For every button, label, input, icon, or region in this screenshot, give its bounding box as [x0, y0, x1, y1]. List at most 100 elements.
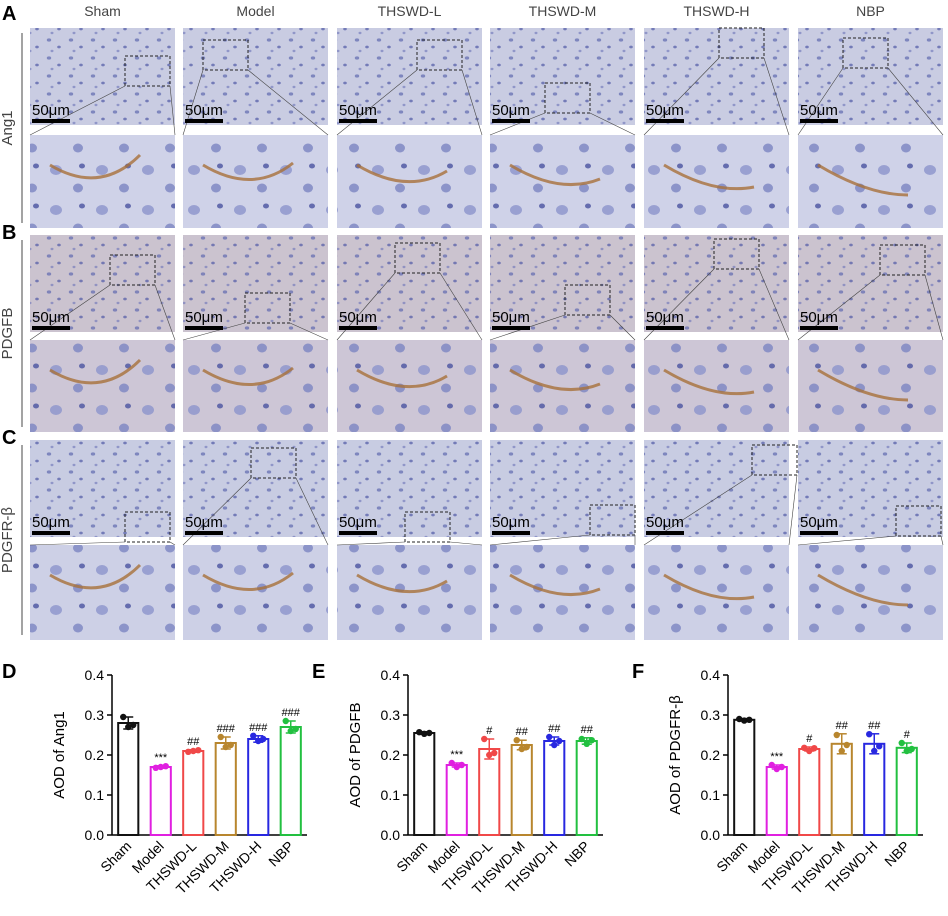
y-tick-label: 0.0	[85, 827, 105, 843]
x-tick-label: Sham	[713, 838, 750, 875]
data-point	[190, 747, 197, 755]
scale-label: 50μm	[185, 514, 223, 531]
panel-letter: C	[2, 427, 16, 449]
vessel	[49, 153, 142, 180]
data-point	[806, 747, 813, 755]
micrograph-texture	[644, 28, 789, 125]
data-point	[120, 713, 127, 721]
zoom-line	[788, 474, 798, 546]
zoom-line	[887, 67, 944, 136]
zoom-texture	[30, 340, 175, 432]
significance-label: ***	[450, 749, 464, 761]
zoom-line	[609, 314, 636, 341]
zoom-line	[154, 284, 176, 341]
zoom-box	[124, 55, 171, 87]
data-point	[491, 749, 498, 757]
scale-label: 50μm	[492, 102, 530, 119]
vessel	[356, 163, 448, 184]
bar	[182, 750, 205, 836]
zoom-line	[797, 535, 897, 546]
zoom-box	[202, 39, 249, 71]
zoom-texture	[490, 135, 635, 228]
bar	[863, 742, 886, 836]
data-point	[486, 751, 493, 759]
micrograph-texture	[798, 440, 943, 537]
data-point	[588, 737, 595, 744]
scale-label: 50μm	[32, 309, 70, 326]
micrograph-texture	[490, 28, 635, 125]
significance-label: ##	[868, 720, 881, 732]
vessel	[509, 163, 601, 186]
scale-label: 50μm	[800, 102, 838, 119]
y-tick-label: 0.1	[85, 787, 105, 803]
zoom-box	[589, 504, 636, 536]
zoom-texture	[183, 340, 328, 432]
column-header: Model	[236, 3, 274, 19]
y-tick-label: 0.3	[701, 707, 721, 723]
zoom-box	[244, 292, 291, 324]
data-point	[898, 739, 905, 747]
micrograph-texture	[337, 28, 482, 125]
data-point	[157, 763, 164, 771]
data-point	[741, 717, 748, 724]
data-point	[222, 743, 229, 751]
micrograph-texture	[183, 235, 328, 332]
scale-label: 50μm	[800, 309, 838, 326]
data-point	[833, 731, 840, 739]
micrograph-texture	[798, 235, 943, 332]
vessel	[663, 368, 755, 396]
bar	[247, 738, 270, 836]
scale-label: 50μm	[339, 309, 377, 326]
scale-bar	[185, 326, 223, 330]
vessel	[817, 163, 909, 197]
zoom-texture	[30, 545, 175, 640]
panel-letter: A	[2, 3, 16, 25]
data-point	[773, 765, 780, 773]
data-point	[260, 735, 267, 743]
zoom-box	[895, 505, 942, 537]
panel-letter: D	[2, 661, 16, 683]
vessel	[817, 368, 909, 402]
y-tick-label: 0.4	[85, 667, 105, 683]
micrograph-texture	[30, 235, 175, 332]
bar	[765, 766, 788, 836]
zoom-box	[713, 238, 760, 270]
zoom-line	[940, 535, 944, 546]
scale-bar	[800, 326, 838, 330]
data-point	[287, 727, 294, 735]
significance-label: ***	[154, 752, 168, 764]
scale-bar	[32, 531, 70, 535]
vessel	[202, 571, 294, 591]
scale-label: 50μm	[32, 514, 70, 531]
scale-bar	[339, 326, 377, 330]
bar	[413, 732, 436, 836]
zoom-line	[29, 85, 126, 136]
zoom-texture	[798, 545, 943, 640]
zoom-box	[394, 242, 441, 274]
zoom-line	[449, 541, 483, 546]
data-point	[282, 717, 289, 725]
scale-label: 50μm	[492, 309, 530, 326]
scale-bar	[185, 531, 223, 535]
zoom-line	[763, 57, 790, 136]
y-tick-label: 0.1	[701, 787, 721, 803]
micrograph-texture	[30, 28, 175, 125]
data-point	[768, 761, 775, 769]
y-tick-label: 0.4	[381, 667, 401, 683]
y-tick-label: 0.1	[381, 787, 401, 803]
scale-bar	[646, 119, 684, 123]
vessel	[509, 573, 601, 596]
zoom-line	[289, 322, 329, 341]
x-tick-label: NBP	[881, 838, 913, 870]
significance-label: ##	[548, 723, 561, 735]
data-point	[736, 715, 743, 723]
y-tick-label: 0.3	[85, 707, 105, 723]
y-tick-label: 0.2	[701, 747, 721, 763]
scale-label: 50μm	[339, 514, 377, 531]
data-point	[546, 733, 553, 741]
data-point	[838, 747, 845, 755]
data-point	[556, 737, 563, 745]
column-header: THSWD-M	[529, 3, 597, 19]
y-tick-label: 0.2	[85, 747, 105, 763]
y-tick-label: 0.3	[381, 707, 401, 723]
